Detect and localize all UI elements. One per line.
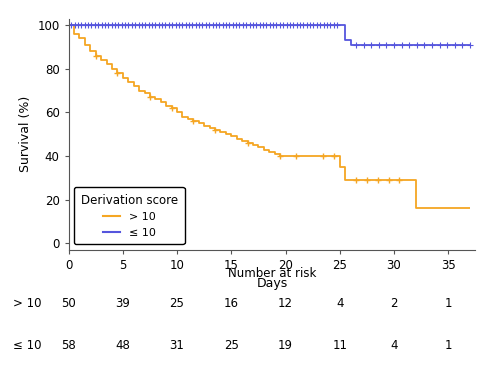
Text: 25: 25 [224,339,239,351]
Legend: > 10, ≤ 10: > 10, ≤ 10 [74,187,185,244]
Text: 25: 25 [170,297,185,310]
Text: 2: 2 [390,297,398,310]
Text: Number at risk: Number at risk [228,267,316,280]
Text: > 10: > 10 [13,297,42,310]
Text: 31: 31 [170,339,185,351]
Text: 4: 4 [336,297,343,310]
Text: 12: 12 [278,297,293,310]
Text: 58: 58 [61,339,76,351]
Text: ≤ 10: ≤ 10 [13,339,42,351]
Text: 19: 19 [278,339,293,351]
Y-axis label: Survival (%): Survival (%) [19,96,32,172]
Text: 16: 16 [224,297,239,310]
Text: 1: 1 [444,339,452,351]
X-axis label: Days: Days [256,278,288,291]
Text: 4: 4 [390,339,398,351]
Text: 1: 1 [444,297,452,310]
Text: 48: 48 [115,339,130,351]
Text: 39: 39 [115,297,130,310]
Text: 50: 50 [61,297,76,310]
Text: 11: 11 [332,339,347,351]
